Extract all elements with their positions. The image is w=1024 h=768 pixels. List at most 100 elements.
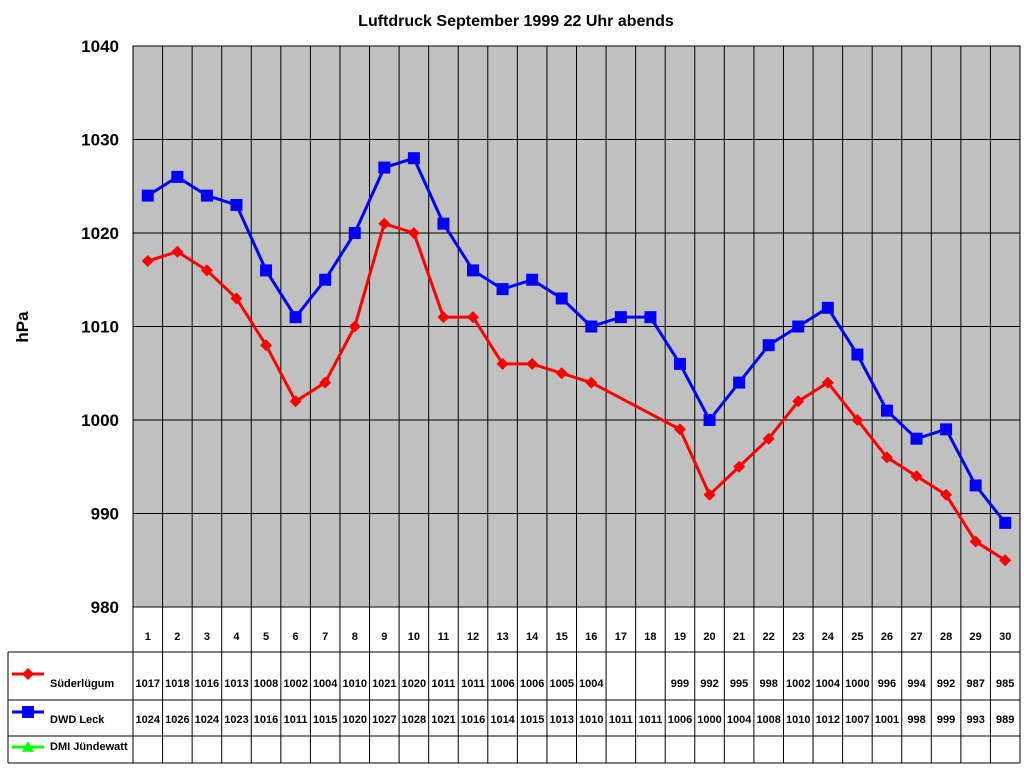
x-tick-label: 6 [293, 631, 299, 643]
data-label: 1002 [786, 678, 810, 690]
series-1-point [733, 376, 746, 389]
series-1-point [496, 283, 509, 296]
data-label: 1000 [697, 714, 721, 726]
x-tick-label: 9 [381, 631, 387, 643]
x-tick-label: 27 [910, 631, 922, 643]
series-0-point [260, 339, 273, 352]
data-label: 1023 [224, 714, 248, 726]
data-label: 1004 [579, 678, 604, 690]
data-label: 1017 [136, 678, 160, 690]
data-label: 993 [966, 714, 984, 726]
x-tick-label: 28 [940, 631, 952, 643]
data-label: 1001 [875, 714, 899, 726]
data-label: 1013 [224, 678, 248, 690]
series-1-point [851, 348, 864, 361]
series-0-point [200, 264, 213, 277]
data-label: 1004 [816, 678, 841, 690]
x-tick-label: 24 [822, 631, 835, 643]
x-tick-label: 4 [233, 631, 240, 643]
series-0-point [407, 227, 420, 239]
data-label: 1016 [195, 678, 219, 690]
series-1-point [260, 264, 273, 277]
series-1-point [230, 198, 243, 211]
data-label: 1027 [372, 714, 396, 726]
series-1-point [940, 423, 953, 436]
data-label: 1005 [549, 678, 573, 690]
x-tick-label: 13 [496, 631, 508, 643]
data-label: 1011 [432, 678, 456, 690]
data-label: 1018 [165, 678, 189, 690]
data-label: 1011 [461, 678, 485, 690]
series-1-point [171, 170, 184, 183]
series-1-point [555, 292, 568, 305]
data-label: 1004 [313, 678, 338, 690]
x-tick-label: 16 [585, 631, 597, 643]
y-tick-label: 1020 [81, 224, 119, 243]
series-1-point [703, 414, 716, 426]
x-tick-label: 23 [792, 631, 804, 643]
series-0-point [437, 311, 450, 324]
data-label: 1015 [313, 714, 337, 726]
x-tick-label: 2 [174, 631, 180, 643]
series-0-point [467, 311, 480, 324]
legend-key-marker-0 [22, 668, 34, 680]
data-label: 994 [907, 678, 926, 690]
x-tick-label: 17 [615, 631, 627, 643]
x-tick-label: 29 [970, 631, 982, 643]
series-0-point [792, 395, 805, 408]
series-1-point [467, 264, 480, 277]
series-0-point [703, 488, 716, 501]
x-tick-label: 11 [438, 631, 450, 643]
x-tick-label: 20 [703, 631, 715, 643]
data-label: 1021 [431, 714, 455, 726]
data-label: 999 [671, 678, 689, 690]
data-label: 1004 [727, 714, 752, 726]
data-label: 1006 [668, 714, 692, 726]
series-1-point [348, 227, 361, 239]
series-0-point [141, 255, 154, 268]
data-label: 1008 [254, 678, 278, 690]
series-1-line [146, 156, 1007, 524]
data-label: 1026 [165, 714, 189, 726]
data-label: 1014 [490, 714, 515, 726]
y-tick-label: 1040 [81, 37, 119, 56]
series-0-point [969, 535, 982, 548]
series-1-point [526, 273, 539, 286]
series-0-point [821, 376, 834, 389]
data-label: 1010 [786, 714, 810, 726]
y-tick-label: 980 [91, 598, 119, 617]
data-label: 1016 [461, 714, 485, 726]
data-label: 1010 [579, 714, 603, 726]
data-label: 992 [700, 678, 718, 690]
legend-label-1: DWD Leck [50, 714, 105, 726]
x-tick-label: 25 [851, 631, 863, 643]
data-label: 985 [996, 678, 1014, 690]
gridlines [132, 45, 1021, 608]
series-0-point [585, 376, 598, 389]
data-label: 1021 [372, 678, 396, 690]
x-tick-label: 15 [556, 631, 568, 643]
y-tick-label: 990 [91, 505, 119, 524]
data-label: 1011 [284, 714, 308, 726]
series-1-point [673, 357, 686, 370]
y-tick-label: 1000 [81, 411, 119, 430]
y-tick-label: 1010 [81, 318, 119, 337]
x-tick-label: 30 [999, 631, 1011, 643]
series-0-point [851, 414, 864, 426]
x-tick-label: 10 [408, 631, 420, 643]
series-0-point [496, 357, 509, 370]
data-label: 998 [760, 678, 778, 690]
x-tick-label: 12 [467, 631, 479, 643]
y-tick-label: 1030 [81, 131, 119, 150]
series-1-point [319, 273, 332, 286]
series-1-point [792, 320, 805, 333]
data-label: 989 [996, 714, 1014, 726]
x-tick-label: 26 [881, 631, 893, 643]
data-label: 1006 [490, 678, 514, 690]
y-axis-ticks: 980 990 1000 1010 1020 1030 1040 [81, 37, 119, 617]
series-0-point [319, 376, 332, 389]
series-0-point [910, 470, 923, 483]
data-label: 1013 [549, 714, 573, 726]
series-0-point [940, 488, 953, 501]
series-1-point [999, 516, 1012, 529]
